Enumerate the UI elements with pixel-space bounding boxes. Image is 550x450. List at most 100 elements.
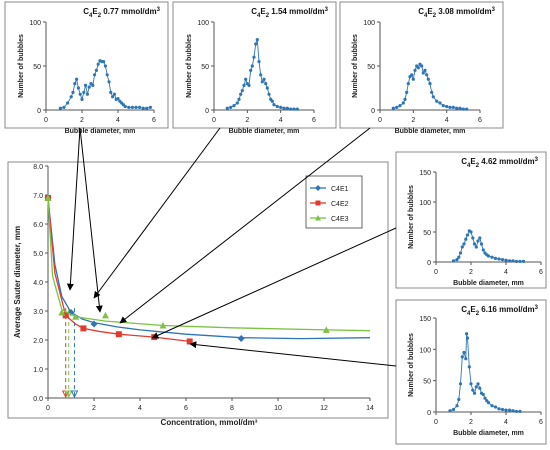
- histogram-point: [507, 408, 512, 412]
- legend-label: C4E3: [331, 216, 349, 223]
- histogram-point: [416, 66, 420, 70]
- histogram-point: [486, 254, 491, 258]
- series-line: [47, 197, 371, 340]
- histogram-point: [138, 105, 142, 109]
- data-point: [115, 331, 122, 338]
- histogram-y-label: Number of bubbles: [186, 34, 193, 98]
- histogram-title-part: 1.54 mmol/dm: [269, 7, 325, 16]
- x-tick-label: 0: [434, 419, 438, 426]
- histogram-point: [103, 64, 107, 68]
- histogram-point: [471, 388, 475, 392]
- histogram-y-label: Number of bubbles: [408, 185, 415, 249]
- x-axis-label: Concentration, mmol/dm³: [161, 418, 258, 427]
- y-tick-label: 50: [201, 64, 209, 71]
- histogram-point: [250, 64, 254, 68]
- histogram-point: [69, 95, 73, 99]
- histogram-point: [244, 77, 248, 81]
- data-point: [322, 326, 330, 333]
- legend: C4E1 C4E2 C4E3: [305, 175, 363, 229]
- series-line: [47, 197, 371, 332]
- histogram-point: [406, 82, 410, 86]
- data-point: [80, 325, 87, 332]
- data-point: [62, 312, 69, 319]
- histogram-point: [451, 407, 456, 412]
- x-tick-label: 6: [312, 117, 316, 124]
- histogram-title-part: 0.77 mmol/dm: [101, 7, 157, 16]
- histogram-point: [282, 106, 286, 110]
- x-tick-label: 6: [539, 419, 543, 426]
- histogram-point: [465, 336, 470, 340]
- data-point: [102, 311, 109, 319]
- histogram-title-part: E: [92, 7, 98, 16]
- histogram-point: [469, 230, 473, 234]
- histogram-point: [483, 396, 487, 400]
- histogram-point: [500, 258, 505, 262]
- histogram-point: [493, 256, 498, 260]
- histogram-title-part: E: [260, 7, 266, 16]
- histogram-title-part: 3: [325, 7, 329, 13]
- histogram-point: [225, 106, 229, 110]
- histogram-point: [469, 382, 473, 386]
- x-tick-label: 12: [320, 405, 328, 412]
- histogram-point: [289, 107, 293, 111]
- histogram-title-part: 4: [467, 163, 471, 169]
- histogram-point: [518, 259, 522, 263]
- histogram-point: [145, 106, 149, 110]
- y-tick-label: 50: [423, 230, 431, 237]
- histogram-point: [486, 401, 491, 405]
- histogram-point: [275, 104, 279, 109]
- x-tick-label: 4: [504, 269, 508, 276]
- histogram-point: [497, 407, 501, 411]
- histogram-title-part: E: [470, 157, 476, 166]
- y-tick-label: 0: [427, 260, 431, 267]
- histogram-point: [476, 382, 480, 386]
- y-tick-label: 0: [427, 410, 431, 417]
- histogram-point: [451, 105, 455, 109]
- histogram-title: C4E2 6.16 mmol/dm3: [461, 305, 538, 317]
- histogram-point: [518, 409, 522, 413]
- histogram-point: [71, 90, 75, 94]
- histogram-point: [130, 105, 134, 109]
- data-point: [90, 320, 98, 328]
- histogram-point: [73, 82, 77, 86]
- histogram-point: [465, 233, 470, 237]
- legend-marker: [315, 200, 321, 206]
- histogram-point: [420, 64, 424, 68]
- y-tick-label: 4.0: [33, 280, 43, 287]
- legend-box: [305, 175, 363, 229]
- histogram-point: [472, 391, 477, 395]
- histogram-point: [398, 104, 402, 108]
- histogram-point: [493, 405, 498, 409]
- histogram-point: [448, 409, 452, 413]
- y-tick-label: 0.0: [33, 396, 43, 403]
- y-axis-label: Average Sauter diameter, mm: [13, 226, 22, 338]
- histogram-point: [500, 407, 505, 412]
- histogram-point: [448, 105, 452, 109]
- histogram-point: [458, 382, 463, 386]
- histogram-point: [295, 107, 299, 111]
- histogram-point: [237, 97, 241, 101]
- histogram-point: [105, 73, 109, 77]
- histogram-point: [85, 92, 89, 96]
- histogram-point: [476, 239, 480, 243]
- callout-arrow: [189, 341, 397, 367]
- y-tick-label: 50: [33, 64, 41, 71]
- histogram-point: [127, 105, 131, 109]
- y-tick-label: 100: [419, 347, 431, 354]
- histogram-point: [410, 73, 414, 77]
- histogram-point: [474, 245, 478, 249]
- y-tick-label: 150: [419, 170, 431, 177]
- histogram-point: [465, 332, 469, 336]
- histogram-point: [435, 99, 439, 103]
- cmc-arrowhead: [64, 390, 73, 399]
- histogram-point: [514, 409, 519, 413]
- histogram-point: [490, 255, 494, 259]
- histogram-point: [458, 251, 463, 255]
- y-tick-label: 100: [197, 20, 209, 27]
- histogram-y-label: Number of bubbles: [352, 34, 359, 98]
- histogram-point: [441, 104, 445, 108]
- histogram-point: [58, 106, 63, 110]
- x-tick-label: 0: [434, 269, 438, 276]
